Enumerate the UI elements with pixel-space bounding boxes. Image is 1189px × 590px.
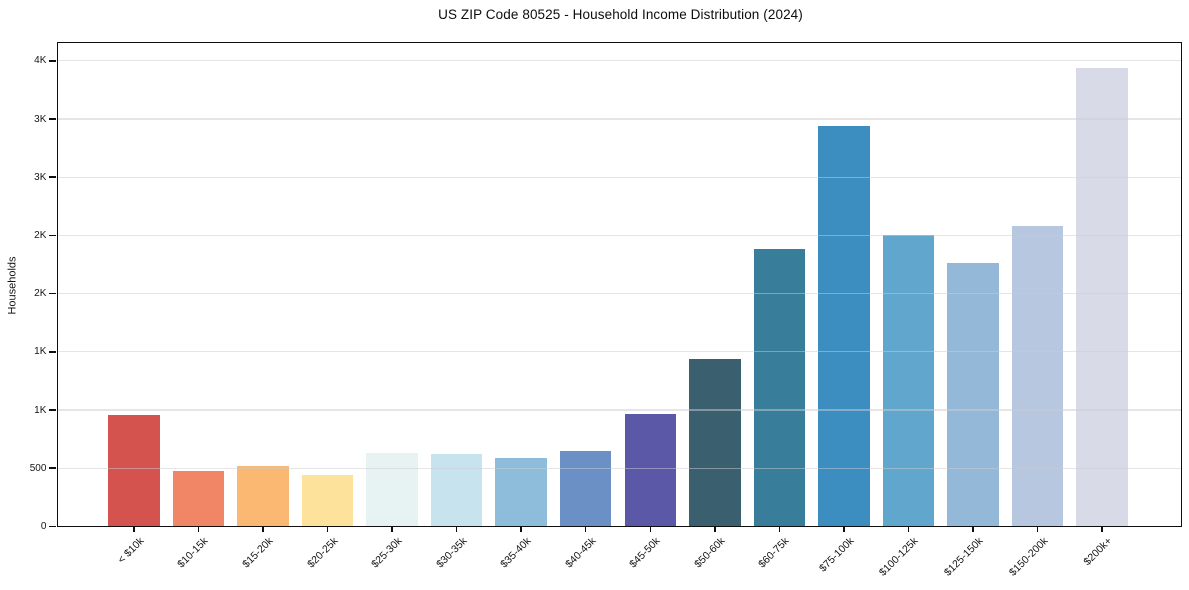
y-tick-label: 500 [29,462,47,474]
x-tick-mark [262,526,264,533]
x-tick-mark [455,526,458,533]
y-tick-mark [48,467,56,469]
x-tick-mark [972,526,974,533]
bar-$60-75k [753,249,806,527]
x-tick-label: $50-60k [691,535,728,571]
y-tick-mark [48,234,56,237]
x-tick-mark [391,526,393,533]
plot-area: 0 500 1K 1K 2K 2K 3K 3K 4K < $10k $10-15k $15-20k $2… [30,42,1183,579]
bar-< $10k [108,414,160,527]
x-tick-label: $125-150k [941,535,986,579]
x-tick-label: $35-40k [498,535,534,571]
x-tick-label: $150-200k [1006,535,1051,579]
x-tick-label: $20-25k [304,535,341,571]
bar-$150-200k [1011,226,1064,527]
y-tick-label: 1K [34,346,47,358]
y-tick-label: 3K [34,171,47,183]
chart-title: US ZIP Code 80525 - Household Income Dis… [438,7,803,22]
bar-$200k+ [1076,67,1128,527]
bar-$10-15k [172,471,225,527]
bar-$30-35k [430,453,483,527]
bar-$40-45k [559,451,612,527]
y-tick-mark [48,118,56,120]
x-tick-label: $40-45k [562,535,599,571]
y-tick-mark [48,176,56,178]
gridline [58,409,1182,411]
x-tick-mark [843,526,845,533]
x-tick-label: $45-50k [627,535,663,571]
x-tick-mark [1101,526,1103,533]
x-tick-mark [520,526,522,533]
x-tick-mark [133,526,135,533]
gridline [58,467,1182,469]
x-tick-mark [778,526,781,533]
gridline [58,60,1182,62]
x-tick-mark [714,526,716,533]
x-tick-mark [197,526,200,533]
gridline [58,351,1182,353]
gridline [58,118,1182,120]
bar-$50-60k [689,358,741,527]
y-tick-mark [48,60,56,62]
y-tick-label: 0 [40,520,47,532]
x-tick-label: < $10k [115,535,147,567]
x-tick-label: $30-35k [433,535,470,571]
x-tick-mark [649,526,652,533]
x-tick-label: $75-100k [816,535,857,575]
x-tick-label: $200k+ [1081,535,1115,569]
gridline [58,234,1182,236]
y-tick-label: 4K [34,55,47,67]
x-tick-mark [584,526,587,533]
x-tick-label: $60-75k [756,535,792,571]
y-tick-label: 2K [34,288,47,300]
y-tick-label: 3K [34,113,47,125]
y-tick-mark [48,351,56,353]
bar-$25-30k [366,452,418,527]
x-tick-label: $100-125k [877,535,921,579]
bar-$20-25k [301,474,354,527]
y-tick-label: 2K [34,229,47,241]
bar-$75-100k [818,126,870,527]
x-tick-mark [1036,526,1039,533]
x-tick-label: $25-30k [369,535,405,571]
x-tick-mark [907,526,910,533]
bar-$100-125k [882,235,935,527]
y-tick-mark [48,292,56,295]
y-tick-label: 1K [34,404,47,416]
bar-$125-150k [947,263,999,527]
gridline [58,176,1182,178]
bar-$15-20k [237,466,289,527]
x-tick-label: $10-15k [175,535,211,571]
y-tick-mark [48,409,56,411]
x-tick-mark [326,526,329,533]
x-tick-label: $15-20k [240,535,276,571]
gridline [58,293,1182,295]
bar-$35-40k [495,457,547,527]
y-tick-mark [48,525,56,528]
bar-$45-50k [624,414,677,527]
